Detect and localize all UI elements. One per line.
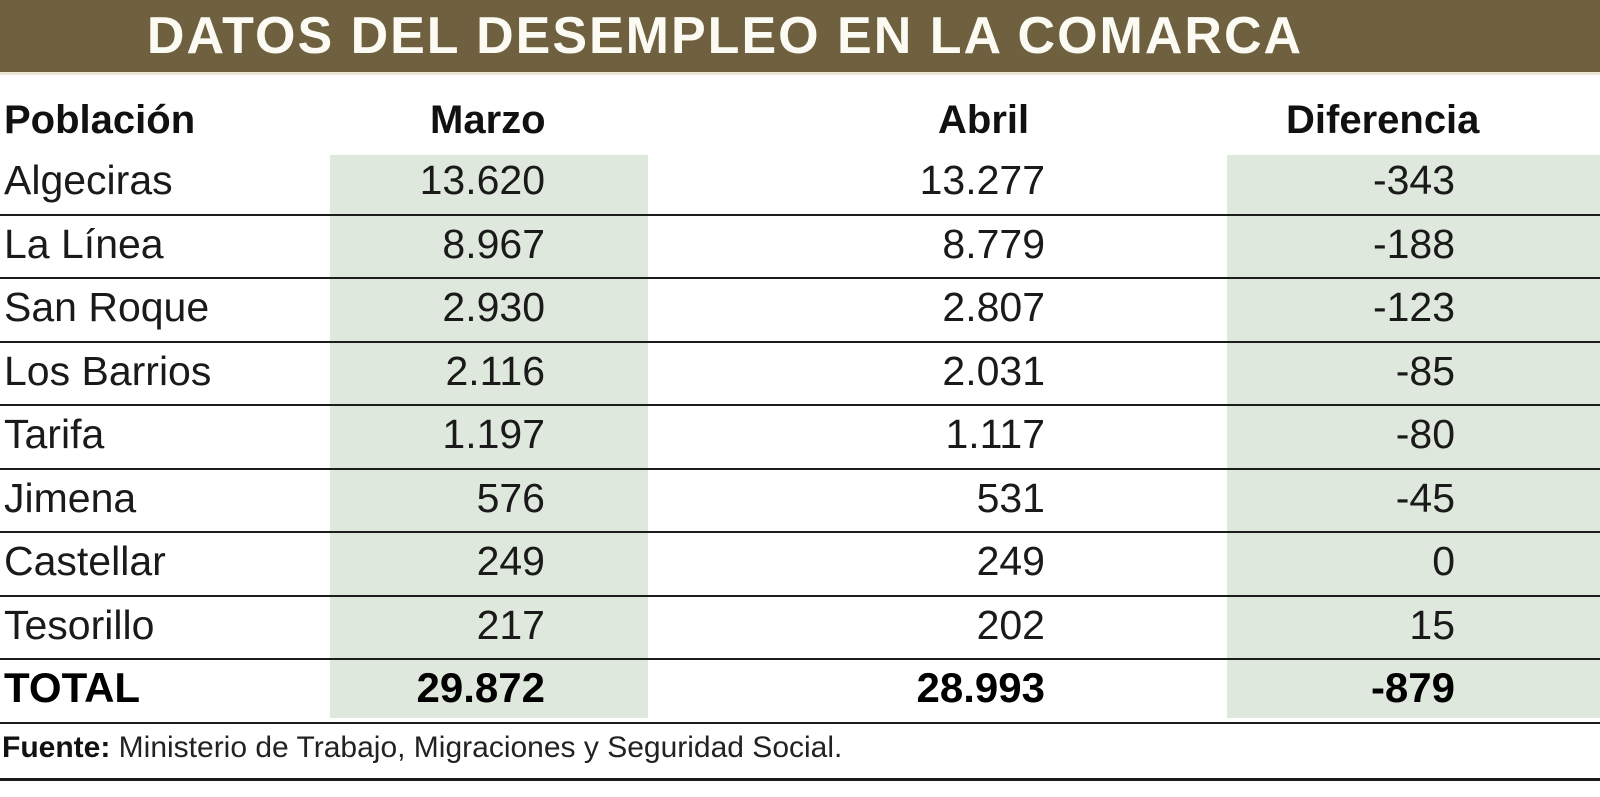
row-divider (0, 594, 1600, 597)
cell-diferencia: 15 (1409, 601, 1455, 648)
cell-abril: 8.779 (942, 220, 1045, 267)
cell-marzo: 2.930 (442, 284, 545, 330)
table-row: La Línea 8.967 8.779 -188 (0, 216, 1600, 279)
header-diferencia: Diferencia (1286, 98, 1480, 142)
cell-marzo: 8.967 (442, 220, 545, 267)
cell-diferencia: -85 (1395, 347, 1455, 394)
cell-abril: 28.993 (916, 664, 1045, 711)
cell-poblacion: Algeciras (4, 157, 173, 203)
table-row: Jimena 576 531 -45 (0, 470, 1600, 533)
cell-poblacion: Tesorillo (4, 601, 155, 648)
cell-poblacion: TOTAL (4, 664, 141, 711)
source-label: Fuente: (2, 731, 111, 764)
table-total-row: TOTAL 29.872 28.993 -879 (0, 660, 1600, 723)
cell-marzo: 576 (476, 474, 545, 521)
bottom-rule (0, 778, 1600, 781)
table-row: Algeciras 13.620 13.277 -343 (0, 152, 1600, 215)
row-divider (0, 404, 1600, 406)
table-row: Castellar 249 249 0 (0, 533, 1600, 596)
cell-marzo: 249 (476, 538, 545, 584)
cell-abril: 1.117 (945, 411, 1045, 457)
table-row: Tesorillo 217 202 15 (0, 597, 1600, 660)
cell-diferencia: -188 (1372, 220, 1455, 267)
row-divider (0, 467, 1600, 470)
title-bar: DATOS DEL DESEMPLEO EN LA COMARCA (0, 0, 1600, 75)
cell-poblacion: Tarifa (4, 411, 105, 457)
cell-abril: 249 (976, 538, 1045, 584)
cell-poblacion: San Roque (4, 284, 210, 330)
cell-poblacion: Jimena (4, 474, 137, 521)
source-note: Fuente: Ministerio de Trabajo, Migracion… (2, 726, 842, 770)
infographic-title: DATOS DEL DESEMPLEO EN LA COMARCA (146, 7, 1304, 65)
cell-poblacion: Castellar (4, 538, 166, 584)
cell-abril: 2.031 (942, 347, 1045, 394)
cell-diferencia: -45 (1395, 474, 1455, 521)
header-abril: Abril (938, 98, 1030, 142)
cell-diferencia: -879 (1370, 664, 1455, 711)
table-bottom-rule (0, 721, 1600, 724)
row-divider (0, 340, 1600, 343)
source-text: Ministerio de Trabajo, Migraciones y Seg… (110, 731, 843, 764)
cell-marzo: 217 (476, 601, 545, 648)
marzo-column-shading (330, 155, 648, 718)
table-row: San Roque 2.930 2.807 -123 (0, 279, 1600, 342)
row-divider (0, 658, 1600, 660)
cell-diferencia: -123 (1372, 284, 1455, 330)
cell-marzo: 13.620 (419, 157, 545, 203)
cell-diferencia: -343 (1372, 157, 1455, 203)
diferencia-column-shading (1227, 155, 1600, 718)
cell-diferencia: -80 (1395, 411, 1455, 457)
header-poblacion: Población (4, 98, 196, 142)
cell-marzo: 1.197 (442, 411, 545, 457)
table-row: Tarifa 1.197 1.117 -80 (0, 406, 1600, 469)
row-divider (0, 531, 1600, 533)
cell-abril: 202 (976, 601, 1045, 648)
cell-abril: 2.807 (942, 284, 1045, 330)
header-marzo: Marzo (430, 98, 546, 142)
cell-marzo: 29.872 (416, 664, 545, 711)
cell-abril: 13.277 (919, 157, 1045, 203)
cell-poblacion: La Línea (4, 220, 164, 267)
row-divider (0, 277, 1600, 279)
cell-diferencia: 0 (1432, 538, 1455, 584)
cell-abril: 531 (976, 474, 1045, 521)
row-divider (0, 213, 1600, 216)
cell-marzo: 2.116 (445, 347, 545, 394)
table-row: Los Barrios 2.116 2.031 -85 (0, 343, 1600, 406)
cell-poblacion: Los Barrios (4, 347, 212, 394)
